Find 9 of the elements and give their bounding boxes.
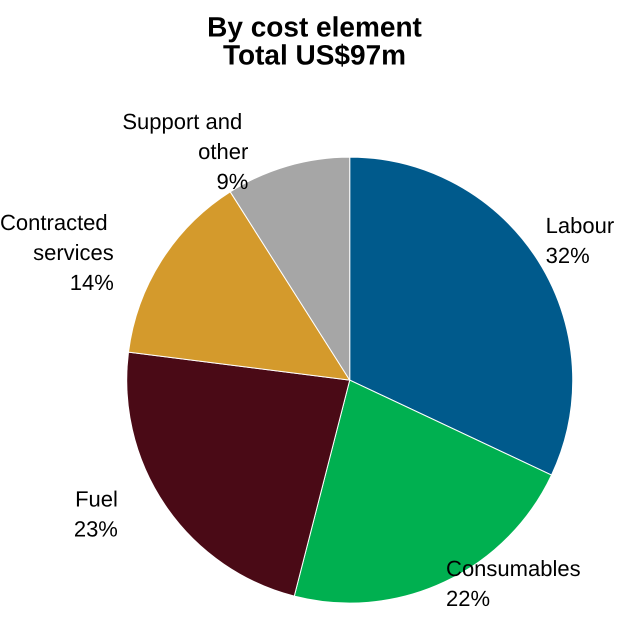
data-label: 14% bbox=[70, 270, 114, 296]
slice-label: Fuel bbox=[75, 486, 118, 512]
slice-label: Contracted services bbox=[0, 210, 114, 266]
data-label: 22% bbox=[446, 586, 490, 611]
data-label: 32% bbox=[546, 243, 590, 268]
data-label: 23% bbox=[74, 516, 118, 542]
slice-label: Support and other bbox=[122, 109, 248, 164]
data-label: 9% bbox=[216, 169, 248, 194]
slice-label: Labour bbox=[546, 213, 614, 238]
